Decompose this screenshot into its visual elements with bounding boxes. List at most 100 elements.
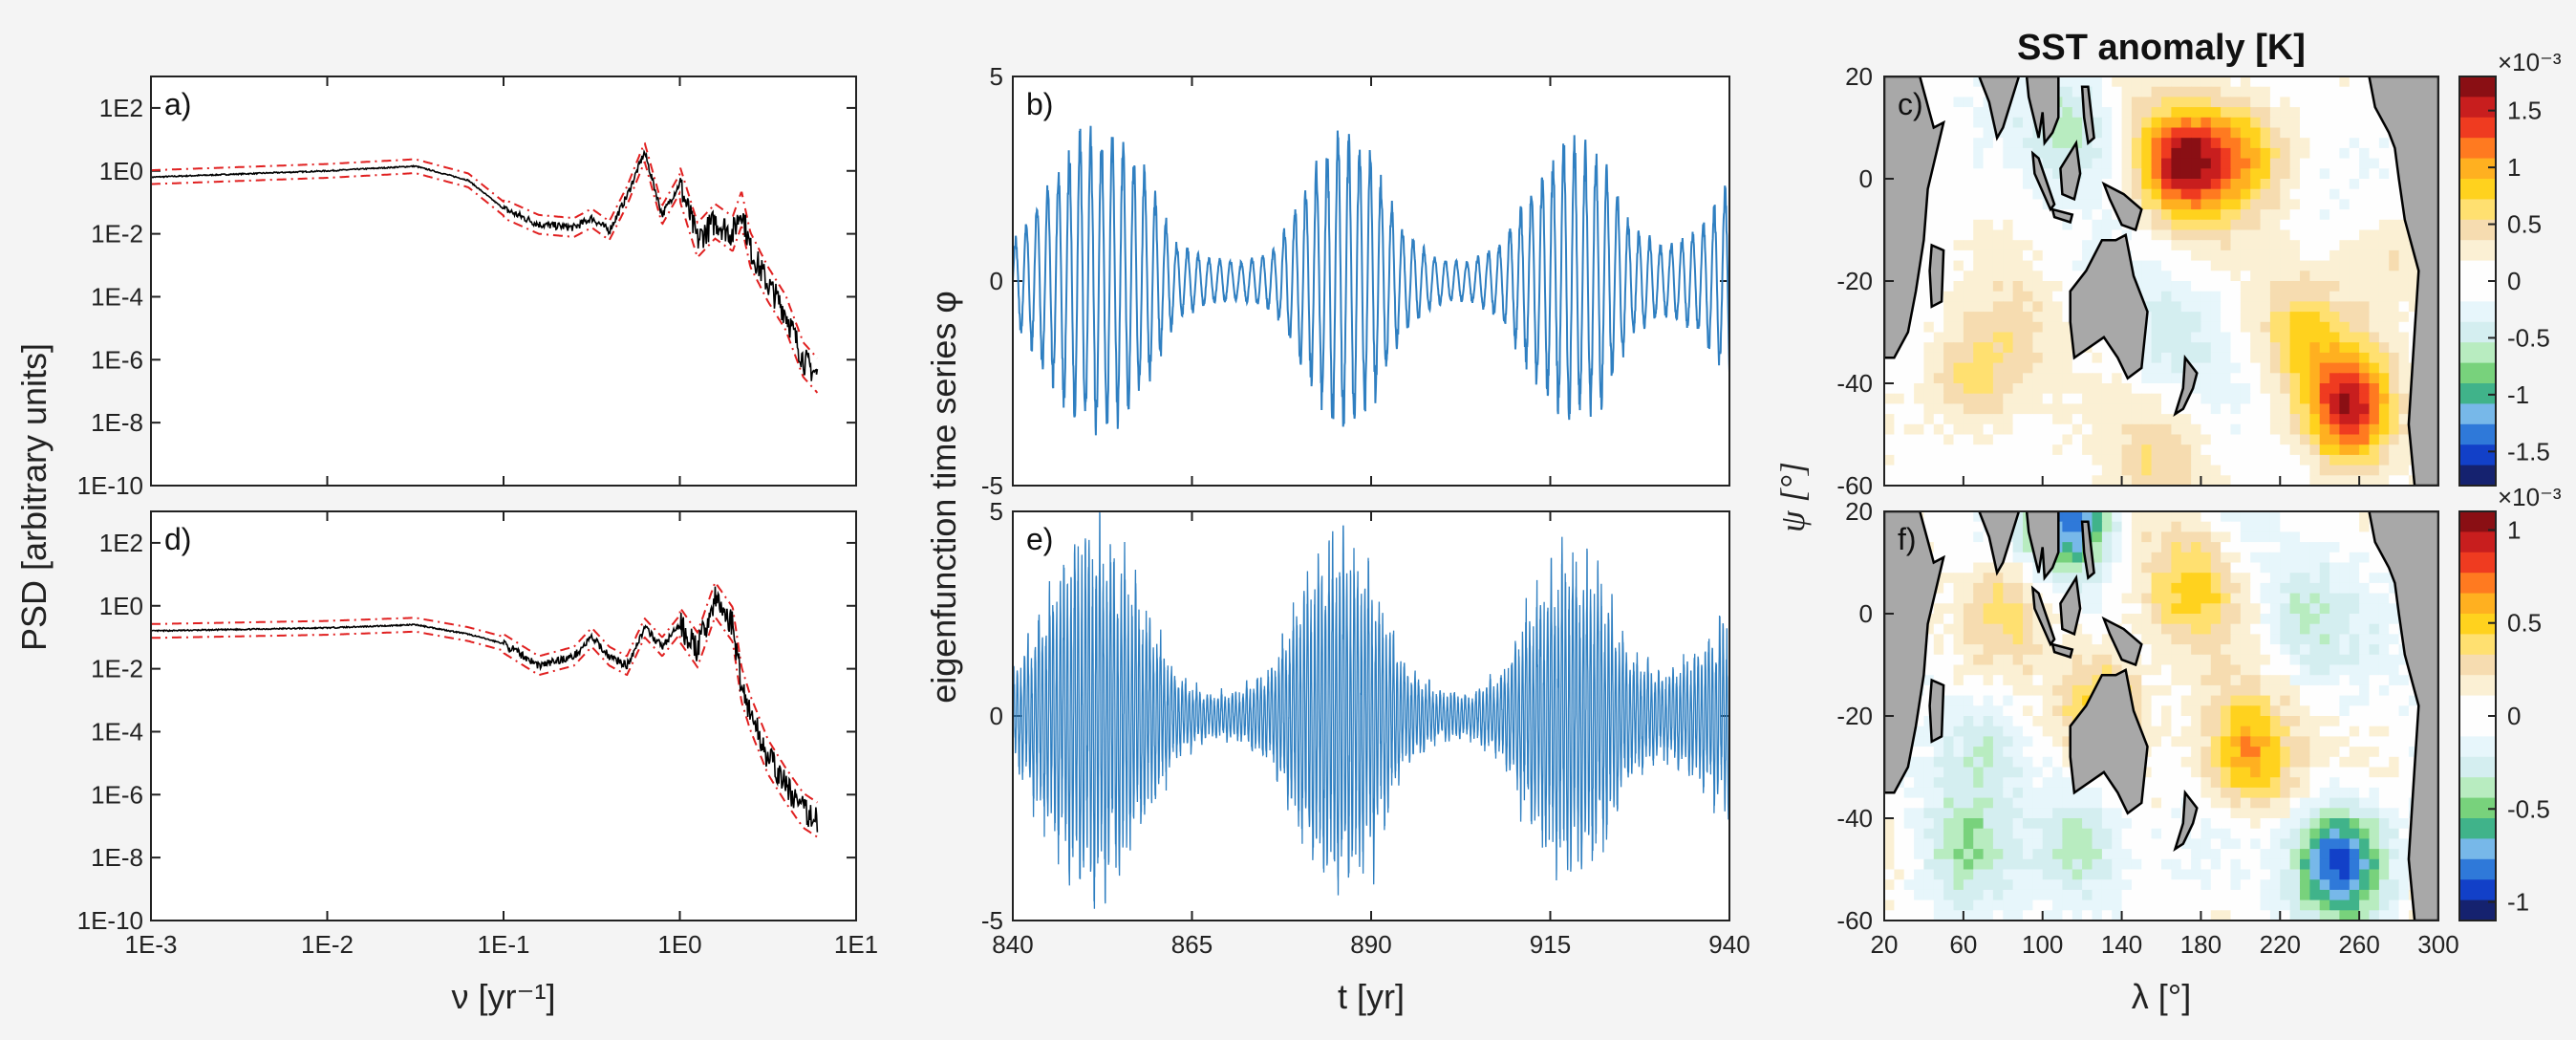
field-cell xyxy=(2280,301,2291,313)
field-cell xyxy=(2191,869,2202,880)
colorbar-step xyxy=(2459,777,2496,799)
field-cell xyxy=(1963,281,1974,292)
field-cell xyxy=(1973,332,1985,343)
field-cell xyxy=(2269,716,2281,727)
field-cell xyxy=(2141,623,2153,635)
field-cell xyxy=(1953,910,1964,921)
field-cell xyxy=(1983,623,1994,635)
psd-series-line xyxy=(150,586,819,833)
field-cell xyxy=(1973,271,1985,282)
field-cell xyxy=(2319,777,2330,789)
field-cell xyxy=(2398,393,2410,404)
field-cell xyxy=(2171,684,2182,697)
field-cell xyxy=(2369,705,2380,717)
field-cell xyxy=(1914,423,1925,436)
field-cell xyxy=(2349,726,2360,737)
field-cell xyxy=(1943,849,1955,860)
field-cell xyxy=(2269,828,2281,839)
field-cell xyxy=(2389,787,2400,799)
field-cell xyxy=(2289,188,2301,200)
field-cell xyxy=(2369,889,2380,901)
field-cell xyxy=(2221,321,2232,334)
field-cell xyxy=(2309,879,2321,891)
field-cell xyxy=(2339,582,2351,595)
field-cell xyxy=(2240,695,2251,706)
field-cell xyxy=(2023,199,2033,210)
field-cell xyxy=(2378,465,2390,476)
field-cell xyxy=(2389,797,2400,809)
field-cell xyxy=(2349,147,2360,160)
field-cell xyxy=(2171,634,2182,645)
field-cell xyxy=(2329,838,2341,850)
field-cell xyxy=(2389,179,2400,190)
colorbar-step xyxy=(2459,573,2496,595)
field-cell xyxy=(2250,188,2262,200)
field-cell xyxy=(2003,393,2014,404)
field-cell xyxy=(1943,869,1955,880)
field-cell xyxy=(2408,736,2419,748)
field-cell xyxy=(2171,869,2182,880)
field-cell xyxy=(2280,818,2291,830)
field-cell xyxy=(2003,858,2014,871)
field-cell xyxy=(2042,229,2053,241)
field-cell xyxy=(1983,209,1994,221)
field-cell xyxy=(2023,240,2033,251)
field-cell xyxy=(1923,644,1935,656)
field-cell xyxy=(2210,475,2222,486)
field-cell xyxy=(2349,684,2360,697)
field-cell xyxy=(1963,705,1974,717)
field-cell xyxy=(2319,342,2330,354)
field-cell xyxy=(2161,582,2172,595)
field-cell xyxy=(2141,454,2153,466)
field-cell xyxy=(2141,291,2153,302)
field-cell xyxy=(2023,97,2033,108)
field-cell xyxy=(2210,828,2222,839)
field-cell xyxy=(2151,808,2162,819)
field-cell xyxy=(2309,393,2321,404)
field-cell xyxy=(2210,383,2222,395)
field-cell xyxy=(2161,383,2172,395)
field-cell xyxy=(2131,229,2142,241)
map-field xyxy=(1884,76,2438,486)
field-cell xyxy=(2240,664,2251,676)
field-cell xyxy=(2062,664,2073,676)
field-cell xyxy=(2161,229,2172,241)
field-cell xyxy=(1884,423,1895,436)
field-cell xyxy=(2012,127,2024,139)
field-cell xyxy=(2062,521,2073,532)
field-cell xyxy=(2062,879,2073,891)
field-cell xyxy=(1992,465,2004,476)
field-cell xyxy=(2191,849,2202,860)
field-cell xyxy=(2250,542,2262,553)
field-cell xyxy=(1923,634,1935,645)
field-cell xyxy=(2369,869,2380,880)
field-cell xyxy=(2378,705,2390,717)
field-cell xyxy=(2131,423,2142,436)
field-cell xyxy=(2221,454,2232,466)
field-cell xyxy=(2280,383,2291,395)
field-cell xyxy=(2378,291,2390,302)
field-cell xyxy=(2269,664,2281,676)
field-cell xyxy=(1983,107,1994,119)
field-cell xyxy=(2062,818,2073,830)
field-cell xyxy=(2250,705,2262,717)
field-cell xyxy=(2210,271,2222,282)
field-cell xyxy=(2062,828,2073,839)
field-cell xyxy=(2221,654,2232,666)
field-cell xyxy=(2329,521,2341,532)
field-cell xyxy=(2151,138,2162,149)
field-cell xyxy=(2062,838,2073,850)
field-cell xyxy=(2012,664,2024,676)
field-cell xyxy=(1963,603,1974,615)
field-cell xyxy=(1973,828,1985,839)
field-cell xyxy=(2012,726,2024,737)
field-cell xyxy=(1953,582,1964,595)
field-cell xyxy=(2191,521,2202,532)
field-cell xyxy=(1923,434,1935,445)
field-cell xyxy=(2289,199,2301,210)
field-cell xyxy=(2141,138,2153,149)
field-cell xyxy=(1973,199,1985,210)
field-cell xyxy=(2349,301,2360,313)
field-cell xyxy=(2378,797,2390,809)
field-cell xyxy=(2389,747,2400,758)
